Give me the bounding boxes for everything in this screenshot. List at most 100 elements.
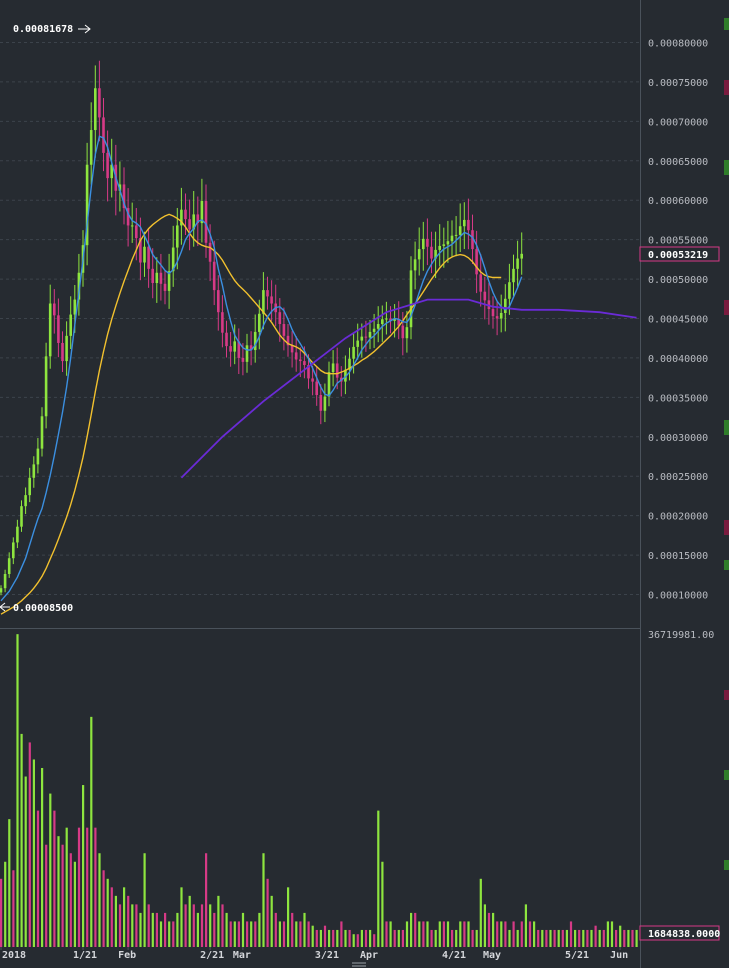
- volume-bar: [483, 904, 486, 947]
- candle-body-up: [130, 225, 134, 227]
- volume-bar: [258, 912, 261, 947]
- volume-bar: [4, 861, 7, 947]
- volume-bar: [389, 921, 392, 947]
- volume-bar: [143, 853, 146, 947]
- candle-body-up: [48, 303, 52, 357]
- candle-body-up: [422, 238, 425, 250]
- pane-resize-handle-icon[interactable]: [352, 962, 366, 967]
- candle-body-down: [102, 117, 105, 153]
- candle-body-up: [262, 290, 265, 314]
- candle-body-up: [192, 214, 195, 230]
- volume-bar: [619, 925, 622, 947]
- volume-bar: [246, 921, 249, 947]
- volume-bar: [86, 827, 89, 947]
- candle-body-up: [3, 573, 7, 589]
- candle-body-down: [303, 361, 306, 366]
- edge-strip-mark: [724, 80, 729, 95]
- volume-bar: [594, 925, 597, 947]
- volume-bar: [262, 853, 265, 947]
- volume-bar: [524, 904, 527, 947]
- volume-bar: [471, 929, 474, 947]
- volume-bar: [184, 904, 187, 947]
- volume-bar: [336, 929, 339, 947]
- volume-bar: [24, 776, 27, 947]
- candle-body-down: [163, 283, 167, 291]
- volume-bar: [610, 921, 614, 947]
- candle-body-down: [397, 319, 400, 326]
- candle-body-down: [294, 352, 298, 360]
- volume-bar: [127, 895, 130, 947]
- volume-bar: [77, 827, 81, 947]
- time-axis[interactable]: 2018 1/21 Feb 2/21 Mar 3/21 Apr 4/21 May 5/21 Jun: [0, 947, 628, 961]
- candle-body-up: [360, 336, 364, 341]
- candle-body-up: [520, 253, 523, 259]
- volume-bar: [32, 759, 35, 947]
- candle-body-down: [196, 214, 200, 224]
- volume-bar: [266, 878, 269, 947]
- volume-bar: [159, 921, 163, 947]
- edge-strip-mark: [724, 300, 729, 315]
- candle-body-down: [335, 363, 339, 378]
- price-axis[interactable]: 0.00080000 0.00075000 0.00070000 0.00065000…: [648, 39, 708, 602]
- volume-bar: [270, 895, 273, 947]
- candle-body-up: [376, 324, 380, 329]
- volume-bar: [590, 929, 593, 947]
- low-marker-label: 0.00008500: [13, 603, 73, 614]
- price-tick-label: 0.00040000: [648, 354, 708, 365]
- volume-bar: [241, 912, 245, 947]
- candle-body-up: [372, 328, 376, 332]
- candle-body-up: [512, 268, 515, 283]
- candle-body-down: [475, 249, 478, 275]
- volume-bar: [176, 912, 179, 947]
- volume-bar: [512, 921, 515, 947]
- candle-body-up: [171, 247, 175, 272]
- volume-bar: [332, 929, 335, 947]
- candle-body-up: [368, 331, 372, 338]
- candle-body-up: [28, 477, 31, 496]
- time-tick-label: 2018: [2, 950, 26, 961]
- candle-body-up: [385, 318, 388, 320]
- volume-bar: [131, 904, 134, 947]
- candle-body-up: [167, 271, 171, 291]
- volume-bar: [172, 921, 175, 947]
- moving-average-layer: [0, 135, 637, 615]
- candle-body-down: [184, 209, 187, 220]
- volume-bar: [65, 827, 68, 947]
- candle-body-down: [430, 246, 433, 259]
- price-tick-label: 0.00060000: [648, 196, 708, 207]
- candle-body-up: [94, 88, 97, 131]
- volume-bar: [278, 921, 281, 947]
- volume-bar: [102, 870, 105, 947]
- volume-bar: [385, 921, 388, 947]
- volume-bar: [41, 767, 44, 947]
- volume-bar: [213, 912, 216, 947]
- volume-bar: [135, 904, 138, 947]
- marker-layer: 0.00081678 0.00008500 0.00053219 1684838…: [0, 24, 720, 967]
- volume-bar: [373, 934, 376, 947]
- volume-bar: [315, 929, 318, 947]
- volume-bar: [328, 929, 331, 947]
- volume-bar: [553, 929, 556, 947]
- edge-strip-mark: [724, 160, 729, 175]
- volume-bar: [586, 929, 589, 947]
- volume-bar: [635, 929, 638, 947]
- high-marker-arrow-icon: [78, 24, 91, 34]
- time-tick-label: Feb: [118, 950, 136, 961]
- volume-bar: [254, 921, 257, 947]
- volume-bar: [381, 861, 384, 947]
- candle-body-up: [7, 558, 11, 574]
- volume-bar: [405, 921, 409, 947]
- candle-body-up: [516, 258, 519, 269]
- candle-body-down: [53, 303, 56, 316]
- price-tick-label: 0.00075000: [648, 78, 708, 89]
- volume-bar: [287, 887, 290, 947]
- volume-bar: [356, 934, 359, 947]
- volume-bar: [20, 733, 23, 947]
- candle-body-down: [401, 325, 405, 339]
- candle-body-down: [159, 272, 163, 284]
- candle-body-up: [73, 299, 77, 315]
- candle-body-up: [327, 372, 331, 397]
- candle-body-up: [180, 209, 183, 226]
- volume-bar: [295, 921, 298, 947]
